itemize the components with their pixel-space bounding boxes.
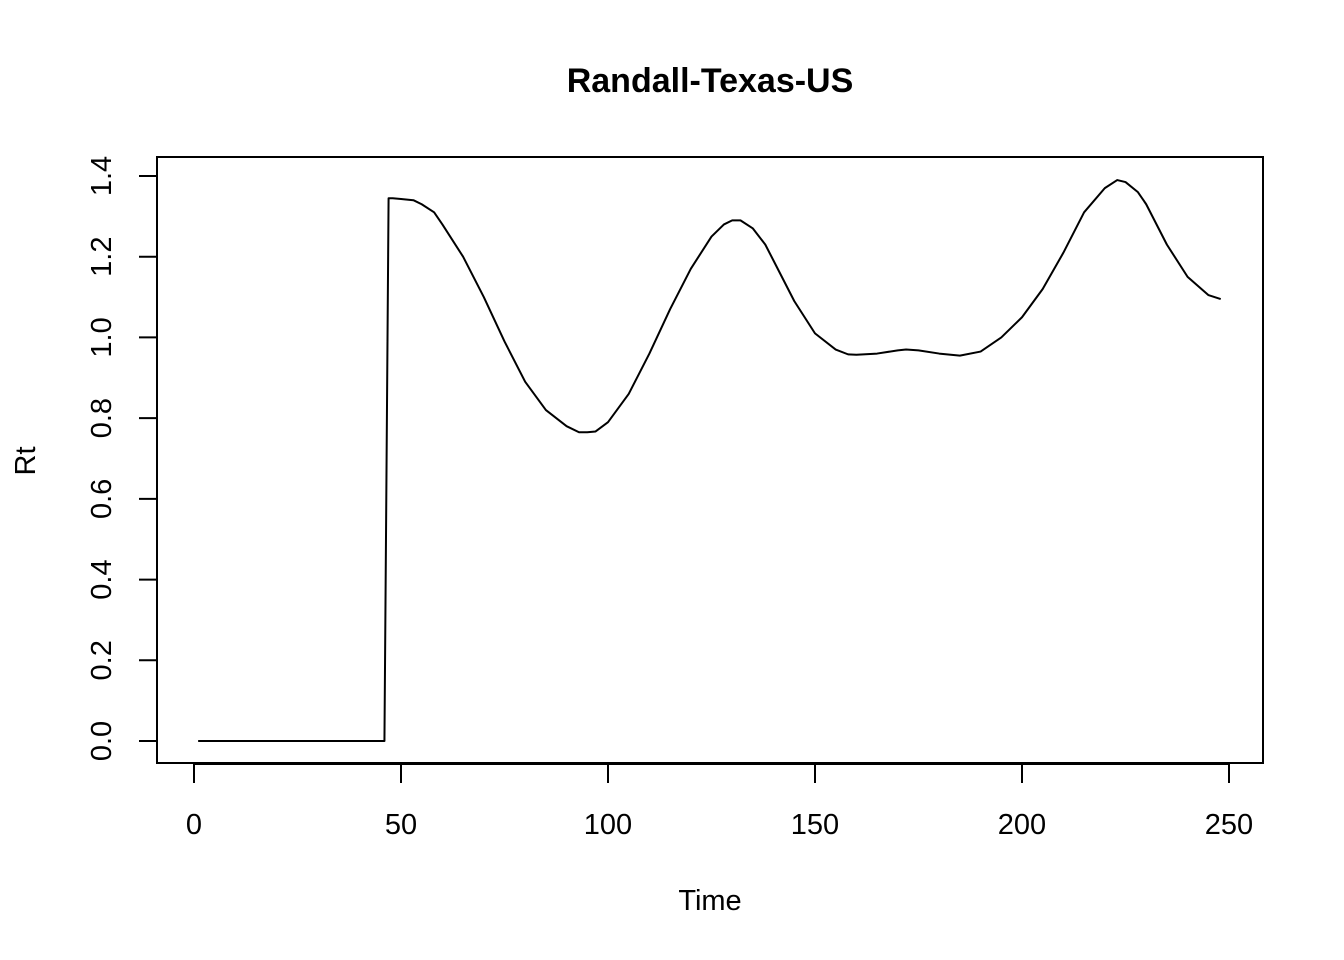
x-axis: 0 50 100 150 200 250 <box>186 763 1253 841</box>
series-line <box>198 179 1222 742</box>
x-tick-label: 0 <box>186 809 202 841</box>
x-tick-label: 200 <box>998 809 1046 841</box>
y-axis: 0.0 0.2 0.4 0.6 0.8 1.0 1.2 1.4 <box>86 156 158 761</box>
x-tick-label: 150 <box>791 809 839 841</box>
y-tick-label: 0.0 <box>86 721 118 761</box>
y-tick-label: 0.2 <box>86 640 118 680</box>
y-tick-label: 0.4 <box>86 559 118 599</box>
y-tick-label: 0.6 <box>86 479 118 519</box>
y-tick-label: 1.0 <box>86 317 118 357</box>
chart-title: Randall-Texas-US <box>567 62 854 100</box>
x-tick-label: 100 <box>584 809 632 841</box>
x-axis-label: Time <box>678 885 741 917</box>
y-tick-label: 1.2 <box>86 237 118 277</box>
y-tick-label: 0.8 <box>86 398 118 438</box>
y-axis-label: Rt <box>10 447 42 476</box>
x-tick-label: 50 <box>385 809 417 841</box>
y-tick-label: 1.4 <box>86 156 118 196</box>
x-tick-label: 250 <box>1205 809 1253 841</box>
